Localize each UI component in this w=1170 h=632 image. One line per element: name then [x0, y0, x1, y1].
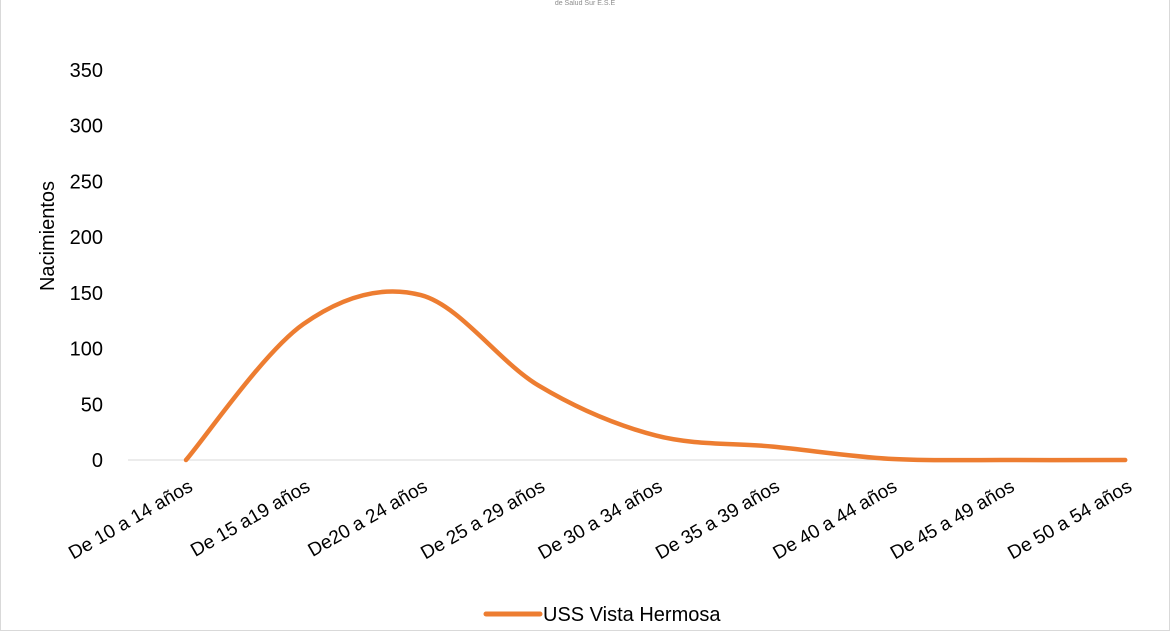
chart-subtitle: de Salud Sur E.S.E — [554, 0, 616, 7]
y-tick-label: 0 — [92, 450, 103, 472]
legend: USS Vista Hermosa — [483, 604, 721, 626]
x-tick-label: De20 a 24 años — [305, 476, 432, 561]
y-tick-label: 50 — [81, 394, 103, 416]
y-axis-ticks: 0 50 100 150 200 250 300 350 — [70, 60, 103, 472]
y-tick-label: 200 — [70, 227, 103, 249]
legend-label: USS Vista Hermosa — [543, 604, 721, 626]
x-tick-label: De 50 a 54 años — [1004, 476, 1135, 564]
y-tick-label: 150 — [70, 283, 103, 305]
x-tick-label: De 10 a 14 años — [65, 476, 196, 564]
x-tick-label: De 15 a19 años — [187, 476, 314, 561]
y-tick-label: 300 — [70, 116, 103, 138]
y-axis-label: Nacimientos — [37, 181, 59, 291]
y-tick-label: 250 — [70, 171, 103, 193]
y-tick-label: 350 — [70, 60, 103, 82]
x-tick-label: De 40 a 44 años — [770, 476, 901, 564]
series-group — [183, 289, 1128, 463]
series-line — [183, 289, 1128, 463]
x-tick-label: De 30 a 34 años — [535, 476, 666, 564]
x-tick-label: De 35 a 39 años — [652, 476, 783, 564]
x-tick-label: De 25 a 29 años — [417, 476, 548, 564]
x-tick-label: De 45 a 49 años — [887, 476, 1018, 564]
y-tick-label: 100 — [70, 339, 103, 361]
